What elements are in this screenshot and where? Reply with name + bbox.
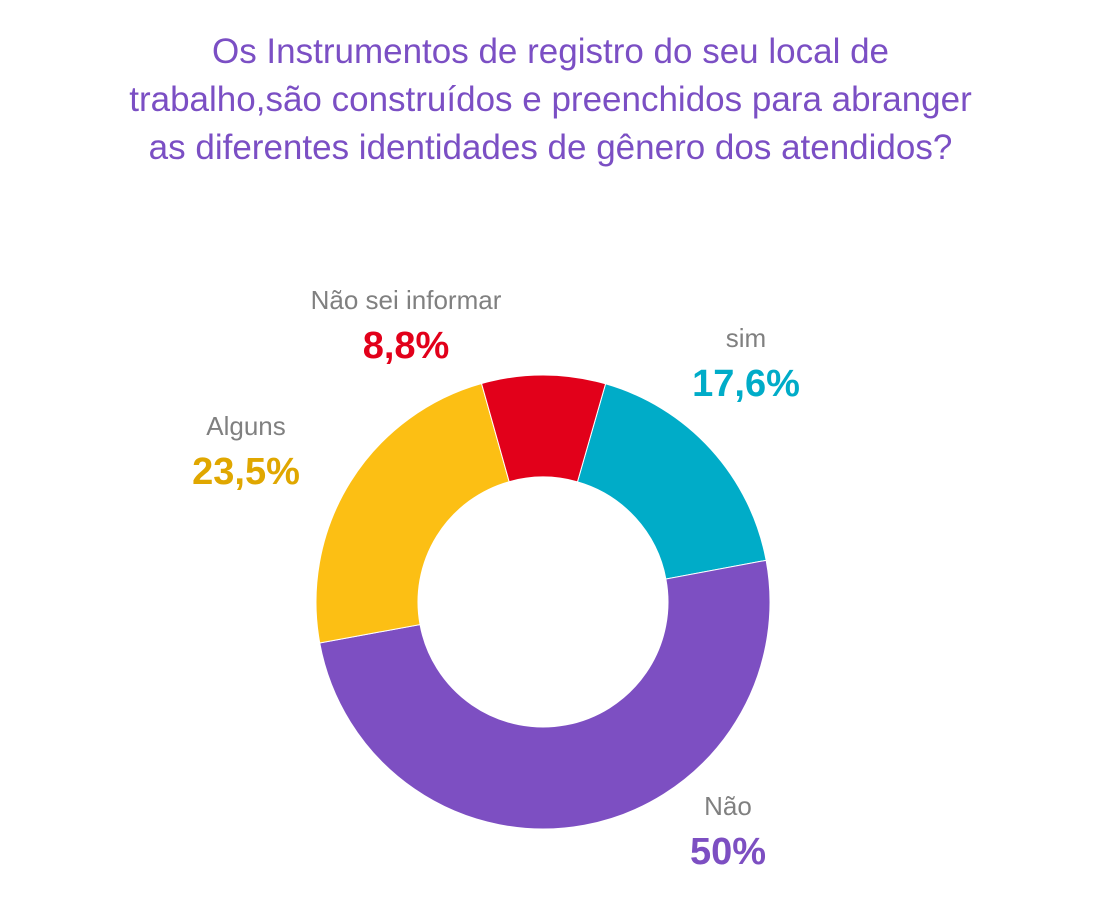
donut-slice-alguns: [315, 382, 510, 644]
slice-name-alguns: Alguns: [206, 411, 286, 441]
chart-title: Os Instrumentos de registro do seu local…: [60, 28, 1041, 172]
chart-title-line-1: Os Instrumentos de registro do seu local…: [211, 32, 889, 71]
slice-name-nao-sei-informar: Não sei informar: [310, 285, 502, 315]
donut-slice-nao-sei-informar: [480, 374, 607, 483]
chart-title-line-3: as diferentes identidades de gênero dos …: [148, 128, 953, 167]
slice-value-nao: 50%: [689, 831, 767, 873]
chart-title-line-2: trabalho,são construídos e preenchidos p…: [129, 80, 972, 119]
donut-slice-sim: [576, 383, 767, 580]
slice-value-alguns: 23,5%: [192, 451, 300, 493]
slice-label-nao-sei-informar: Não sei informar 8,8%: [256, 284, 556, 370]
slice-label-sim: sim 17,6%: [646, 322, 846, 408]
slice-label-alguns: Alguns 23,5%: [146, 410, 346, 496]
slice-name-sim: sim: [725, 323, 767, 353]
slice-label-nao: Não 50%: [628, 790, 828, 876]
slice-value-sim: 17,6%: [692, 363, 800, 405]
slice-name-nao: Não: [704, 791, 752, 821]
slice-value-nao-sei-informar: 8,8%: [362, 325, 450, 367]
donut-slice-nao: [319, 559, 771, 830]
